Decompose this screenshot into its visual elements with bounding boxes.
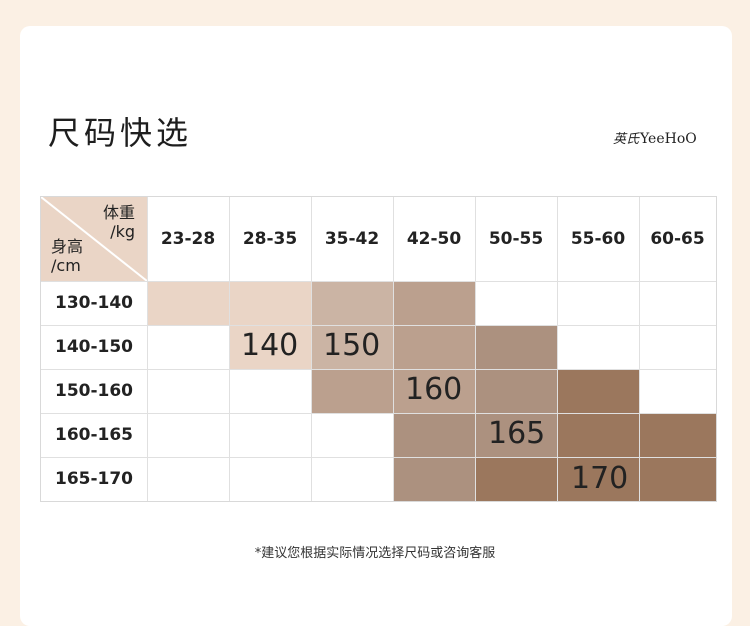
- size-label-150: 150: [323, 328, 381, 363]
- weight-range-header: 55-60: [570, 229, 626, 249]
- height-label: 身高: [51, 237, 84, 256]
- height-axis-label: 身高 /cm: [51, 237, 83, 275]
- size-advice-note: *建议您根据实际情况选择尺码或咨询客服: [254, 546, 496, 561]
- weight-label: 体重: [102, 203, 135, 222]
- weight-range-header: 50-55: [488, 229, 544, 249]
- size-label-170: 170: [571, 461, 629, 496]
- height-unit: /cm: [51, 256, 81, 275]
- size-region-170: [639, 413, 716, 457]
- diagonal-divider: [41, 197, 147, 281]
- height-range-header: 150-160: [54, 381, 134, 401]
- weight-range-header: 35-42: [324, 229, 380, 249]
- page-title: 尺码快选: [48, 114, 193, 152]
- weight-range-header: 42-50: [406, 229, 462, 249]
- weight-axis-label: 体重 /kg: [103, 203, 135, 241]
- height-range-header: 160-165: [54, 425, 134, 445]
- brand-logo-en: YeeHoO: [640, 131, 697, 147]
- size-label-140: 140: [241, 328, 299, 363]
- weight-range-header: 23-28: [160, 229, 216, 249]
- size-region-170: [475, 457, 716, 501]
- size-label-160: 160: [405, 372, 463, 407]
- brand-logo: 英氏YeeHoO: [613, 128, 697, 147]
- weight-unit: /kg: [110, 222, 135, 241]
- height-range-header: 140-150: [54, 337, 134, 357]
- height-range-header: 165-170: [54, 469, 134, 489]
- weight-range-header: 28-35: [242, 229, 298, 249]
- brand-logo-cn: 英氏: [613, 132, 640, 147]
- size-region-165: [475, 325, 557, 457]
- weight-range-header: 60-65: [650, 229, 705, 249]
- size-label-165: 165: [488, 416, 546, 451]
- size-chart-table: 体重 /kg 身高 /cm 23-28 28-35 35-42 42-50 50…: [40, 196, 717, 502]
- size-region-140: [229, 325, 311, 369]
- corner-header: 体重 /kg 身高 /cm: [41, 197, 147, 281]
- height-range-header: 130-140: [54, 293, 134, 313]
